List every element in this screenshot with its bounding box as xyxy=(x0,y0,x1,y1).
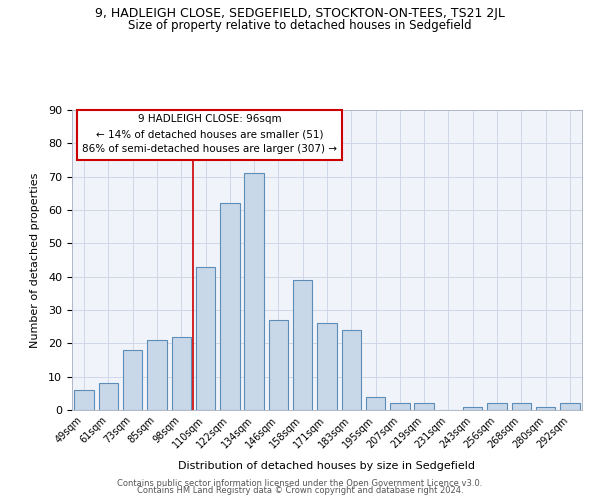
Text: Size of property relative to detached houses in Sedgefield: Size of property relative to detached ho… xyxy=(128,19,472,32)
Bar xyxy=(366,396,385,410)
Y-axis label: Number of detached properties: Number of detached properties xyxy=(30,172,40,348)
Bar xyxy=(317,324,337,410)
Bar xyxy=(147,340,167,410)
Bar xyxy=(487,404,507,410)
Bar xyxy=(512,404,531,410)
Text: 86% of semi-detached houses are larger (307) →: 86% of semi-detached houses are larger (… xyxy=(82,144,337,154)
Bar xyxy=(463,406,482,410)
Bar xyxy=(123,350,142,410)
Text: 9, HADLEIGH CLOSE, SEDGEFIELD, STOCKTON-ON-TEES, TS21 2JL: 9, HADLEIGH CLOSE, SEDGEFIELD, STOCKTON-… xyxy=(95,8,505,20)
Bar xyxy=(244,174,264,410)
X-axis label: Distribution of detached houses by size in Sedgefield: Distribution of detached houses by size … xyxy=(179,461,476,471)
Bar xyxy=(536,406,555,410)
Text: Contains public sector information licensed under the Open Government Licence v3: Contains public sector information licen… xyxy=(118,478,482,488)
Bar xyxy=(172,336,191,410)
FancyBboxPatch shape xyxy=(77,110,342,160)
Text: 9 HADLEIGH CLOSE: 96sqm: 9 HADLEIGH CLOSE: 96sqm xyxy=(138,114,281,124)
Bar xyxy=(390,404,410,410)
Bar xyxy=(269,320,288,410)
Bar xyxy=(196,266,215,410)
Bar xyxy=(293,280,313,410)
Text: ← 14% of detached houses are smaller (51): ← 14% of detached houses are smaller (51… xyxy=(96,130,323,140)
Bar xyxy=(341,330,361,410)
Bar xyxy=(99,384,118,410)
Text: Contains HM Land Registry data © Crown copyright and database right 2024.: Contains HM Land Registry data © Crown c… xyxy=(137,486,463,495)
Bar xyxy=(74,390,94,410)
Bar xyxy=(560,404,580,410)
Bar xyxy=(220,204,239,410)
Bar xyxy=(415,404,434,410)
